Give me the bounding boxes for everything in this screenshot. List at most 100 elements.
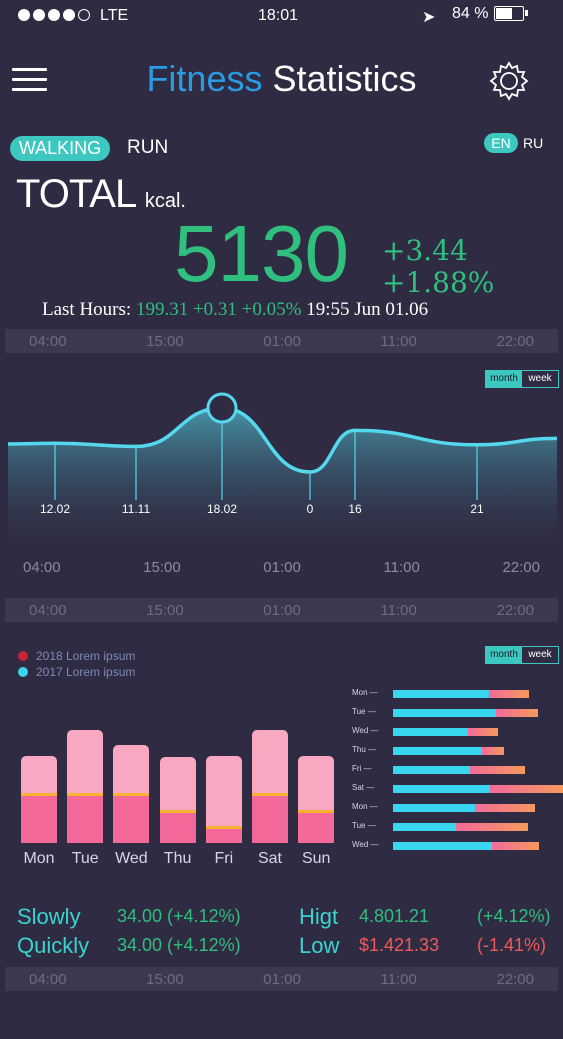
tab-run[interactable]: RUN — [127, 137, 169, 158]
line-point-label: 18.02 — [207, 502, 237, 516]
language-ru[interactable]: RU — [523, 135, 544, 151]
slowly-value: 34.00 (+4.12%) — [117, 906, 241, 926]
bar-label: Thu — [163, 850, 192, 867]
timeline-bar[interactable]: 04:00 15:00 01:00 11:00 22:00 — [5, 967, 558, 991]
legend-dot — [18, 667, 28, 677]
bar-label: Wed — [115, 850, 148, 867]
total-delta-pct: +1.88% — [382, 266, 495, 299]
chart-x-axis: 04:00 15:00 01:00 11:00 22:00 — [23, 559, 540, 576]
last-hours-time: 19:55 Jun 01.06 — [306, 299, 429, 320]
menu-icon[interactable] — [12, 68, 47, 92]
hbar-label: Mon — — [352, 802, 378, 811]
high-label: Higt — [299, 904, 339, 929]
low-change: (-1.41%) — [477, 935, 547, 955]
status-bar: LTE 18:01 ➤ 84 % — [0, 0, 563, 30]
daily-horizontal-bar-chart: Mon — Tue — Wed — Thu — Fri — Sat — Mon — Tue —… — [348, 686, 563, 856]
hbar-label: Wed — — [352, 840, 379, 849]
carrier-label: LTE — [100, 7, 129, 24]
hbar-segment-a — [393, 766, 470, 774]
highlight-point[interactable] — [206, 392, 238, 424]
last-hours-values: 199.31 +0.31 +0.05% — [135, 299, 302, 320]
hbar-segment-b — [490, 785, 563, 793]
bar-segment-2017 — [113, 793, 150, 843]
bar-label: Tue — [71, 850, 99, 867]
toggle-month[interactable]: month — [486, 371, 522, 387]
bar-wed[interactable] — [113, 745, 150, 843]
bar-segment-2017 — [67, 793, 104, 843]
high-change: (+4.12%) — [477, 906, 551, 926]
line-area — [8, 408, 557, 545]
unit-label: kcal. — [144, 190, 186, 212]
hbar-segment-b — [489, 690, 529, 698]
line-series — [7, 406, 558, 474]
bar-sat[interactable] — [252, 730, 288, 843]
bar-label: Sun — [301, 850, 331, 867]
line-point-label: 12.02 — [40, 502, 70, 516]
quickly-value: 34.00 (+4.12%) — [117, 935, 241, 955]
period-toggle[interactable]: month week — [485, 370, 559, 388]
signal-icon — [18, 9, 90, 21]
hbar-label: Fri — — [352, 764, 372, 773]
hbar-segment-b — [496, 709, 538, 717]
hbar-segment-a — [393, 785, 490, 793]
timeline-bar[interactable]: 04:00 15:00 01:00 11:00 22:00 — [5, 598, 558, 622]
legend-2017: 2017 Lorem ipsum — [18, 665, 135, 679]
hbar-segment-a — [393, 842, 492, 850]
hbar-label: Sat — — [352, 783, 375, 792]
hbar-segment-a — [393, 728, 468, 736]
hbar-segment-b — [468, 728, 498, 736]
bar-label: Sat — [257, 850, 282, 867]
hbar-label: Tue — — [352, 707, 376, 716]
low-label: Low — [299, 933, 340, 958]
hbar-segment-b — [492, 842, 539, 850]
language-en[interactable]: EN — [484, 133, 518, 153]
hbar-segment-a — [393, 823, 456, 831]
line-point-label: 21 — [470, 502, 484, 516]
total-value: 5130 — [174, 209, 349, 298]
bar-label: Fri — [214, 850, 234, 867]
toggle-week[interactable]: week — [522, 371, 558, 387]
weekly-bar-chart: Mon Tue Wed Thu Fri Sat Sun — [15, 728, 340, 868]
bar-tue[interactable] — [67, 730, 104, 843]
location-icon: ➤ — [422, 9, 436, 26]
bar-segment-2017 — [205, 826, 242, 843]
hbar-segment-b — [456, 823, 528, 831]
bar-mon[interactable] — [21, 756, 57, 843]
bar-thu[interactable] — [159, 757, 196, 843]
slowly-label: Slowly — [17, 904, 81, 929]
bar-segment-2017 — [159, 810, 196, 843]
hbar-segment-a — [393, 804, 475, 812]
legend-2018: 2018 Lorem ipsum — [18, 649, 135, 663]
high-value: 4.801.21 — [359, 906, 430, 926]
bar-sun[interactable] — [298, 756, 335, 843]
page-title: Fitness Statistics — [146, 58, 417, 99]
settings-gear-icon[interactable] — [486, 58, 532, 104]
line-point-label: 16 — [348, 502, 362, 516]
legend-dot — [18, 651, 28, 661]
line-point-label: 11.11 — [122, 502, 151, 516]
hbar-label: Thu — — [352, 745, 377, 754]
clock: 18:01 — [258, 7, 299, 24]
activity-line-chart: 12.02 11.11 18.02 0 16 21 — [7, 392, 558, 545]
bar-label: Mon — [23, 850, 55, 867]
bar-segment-2017 — [21, 793, 57, 843]
hbar-segment-a — [393, 747, 482, 755]
line-point-label: 0 — [307, 502, 314, 516]
hbar-segment-b — [475, 804, 535, 812]
toggle-week[interactable]: week — [522, 647, 558, 663]
total-label: TOTAL kcal. — [16, 172, 186, 216]
toggle-month[interactable]: month — [486, 647, 522, 663]
hbar-label: Wed — — [352, 726, 379, 735]
period-toggle[interactable]: month week — [485, 646, 559, 664]
low-value: $1.421.33 — [359, 935, 440, 955]
bar-fri[interactable] — [205, 756, 242, 843]
hbar-label: Tue — — [352, 821, 376, 830]
bar-segment-2017 — [298, 810, 335, 843]
battery-percent: 84 % — [452, 5, 489, 22]
hbar-segment-a — [393, 690, 489, 698]
hbar-segment-a — [393, 709, 496, 717]
hbar-segment-b — [482, 747, 504, 755]
tab-walking[interactable]: WALKING — [10, 136, 110, 161]
hbar-label: Mon — — [352, 688, 378, 697]
timeline-bar[interactable]: 04:00 15:00 01:00 11:00 22:00 — [5, 329, 558, 353]
